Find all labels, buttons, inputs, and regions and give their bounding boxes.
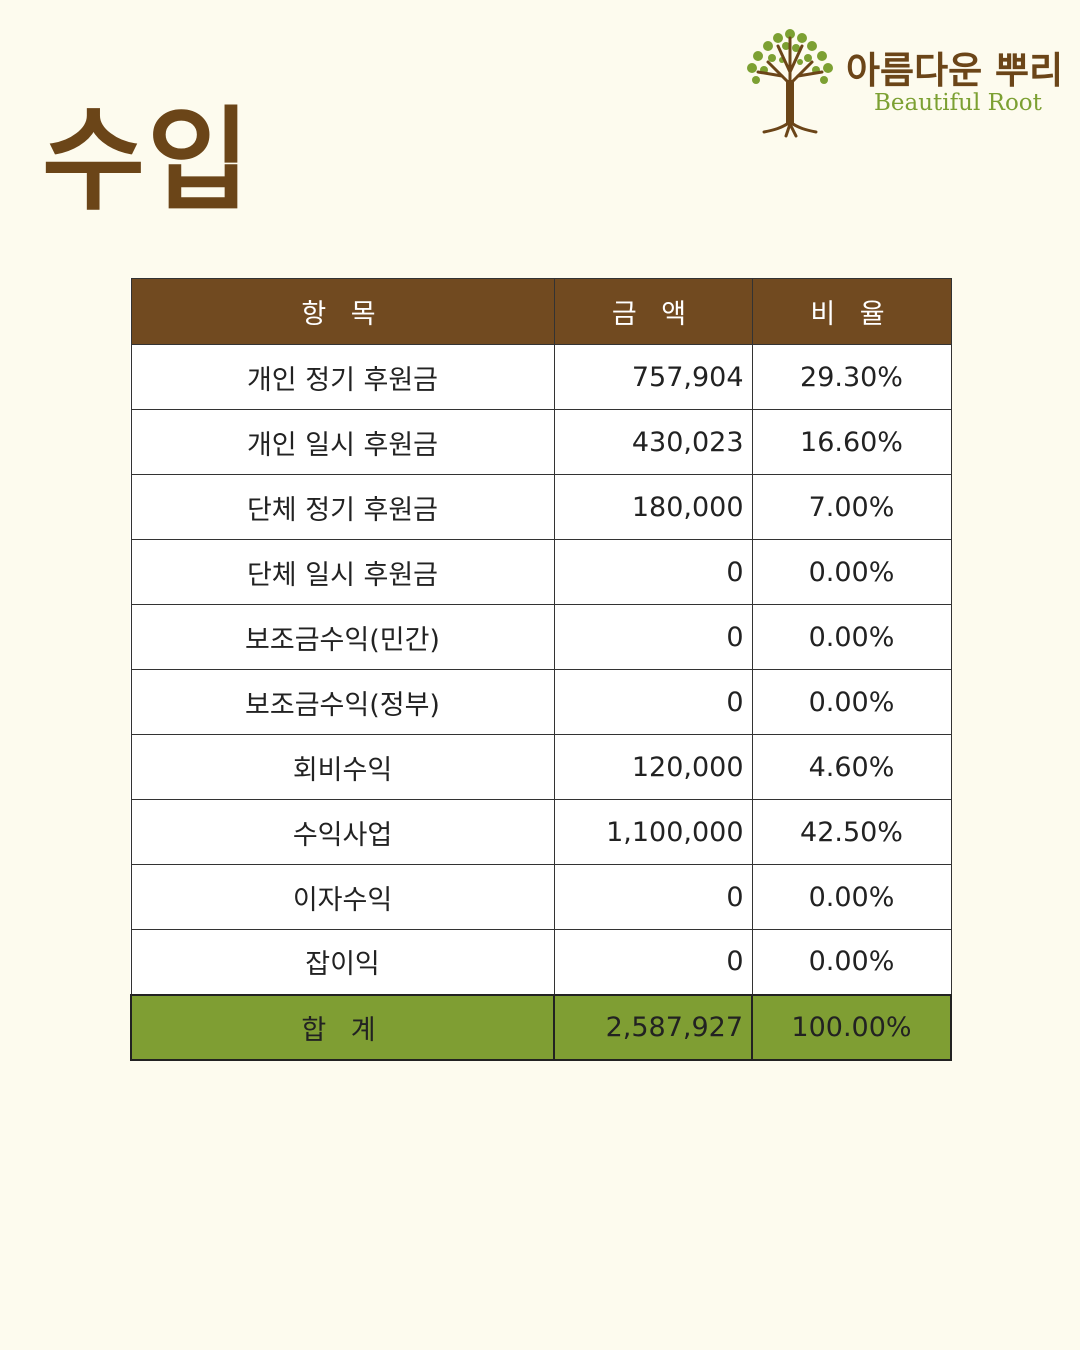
row-item: 보조금수익(정부) bbox=[130, 669, 555, 735]
total-item: 합 계 bbox=[130, 993, 555, 1061]
table-row: 수익사업 1,100,000 42.50% bbox=[130, 799, 952, 865]
table-row: 보조금수익(민간) 0 0.00% bbox=[130, 604, 952, 670]
logo: 아름다운 뿌리 Beautiful Root bbox=[706, 4, 1066, 138]
table-row: 회비수익 120,000 4.60% bbox=[130, 734, 952, 800]
row-item: 수익사업 bbox=[130, 799, 555, 865]
row-amount: 0 bbox=[553, 539, 753, 605]
row-amount: 430,023 bbox=[553, 409, 753, 475]
row-item: 회비수익 bbox=[130, 734, 555, 800]
logo-name-english: Beautiful Root bbox=[874, 90, 1042, 116]
row-ratio: 0.00% bbox=[751, 539, 952, 605]
table-row: 보조금수익(정부) 0 0.00% bbox=[130, 669, 952, 735]
header-amount: 금 액 bbox=[553, 278, 753, 345]
table-row: 개인 정기 후원금 757,904 29.30% bbox=[130, 344, 952, 410]
table-row: 이자수익 0 0.00% bbox=[130, 864, 952, 930]
table-row: 잡이익 0 0.00% bbox=[130, 929, 952, 995]
total-amount: 2,587,927 bbox=[553, 993, 753, 1061]
row-amount: 180,000 bbox=[553, 474, 753, 540]
row-ratio: 0.00% bbox=[751, 669, 952, 735]
table-row: 단체 정기 후원금 180,000 7.00% bbox=[130, 474, 952, 540]
row-ratio: 0.00% bbox=[751, 929, 952, 995]
row-amount: 120,000 bbox=[553, 734, 753, 800]
row-ratio: 29.30% bbox=[751, 344, 952, 410]
table-total-row: 합 계 2,587,927 100.00% bbox=[130, 993, 952, 1061]
table-row: 개인 일시 후원금 430,023 16.60% bbox=[130, 409, 952, 475]
table-row: 단체 일시 후원금 0 0.00% bbox=[130, 539, 952, 605]
income-table: 항 목 금 액 비 율 개인 정기 후원금 757,904 29.30% 개인 … bbox=[130, 278, 952, 1061]
total-ratio: 100.00% bbox=[751, 993, 952, 1061]
row-amount: 0 bbox=[553, 929, 753, 995]
row-ratio: 4.60% bbox=[751, 734, 952, 800]
row-amount: 0 bbox=[553, 604, 753, 670]
row-item: 잡이익 bbox=[130, 929, 555, 995]
row-amount: 757,904 bbox=[553, 344, 753, 410]
row-item: 개인 정기 후원금 bbox=[130, 344, 555, 410]
row-ratio: 42.50% bbox=[751, 799, 952, 865]
row-ratio: 0.00% bbox=[751, 604, 952, 670]
row-ratio: 7.00% bbox=[751, 474, 952, 540]
logo-name-korean: 아름다운 뿌리 bbox=[846, 48, 1064, 92]
row-ratio: 16.60% bbox=[751, 409, 952, 475]
row-item: 개인 일시 후원금 bbox=[130, 409, 555, 475]
tree-icon bbox=[747, 29, 833, 138]
header-item: 항 목 bbox=[130, 278, 555, 345]
row-amount: 1,100,000 bbox=[553, 799, 753, 865]
row-item: 보조금수익(민간) bbox=[130, 604, 555, 670]
page-title: 수입 bbox=[42, 96, 253, 226]
table-header-row: 항 목 금 액 비 율 bbox=[130, 278, 952, 345]
row-amount: 0 bbox=[553, 864, 753, 930]
row-ratio: 0.00% bbox=[751, 864, 952, 930]
row-item: 단체 정기 후원금 bbox=[130, 474, 555, 540]
row-amount: 0 bbox=[553, 669, 753, 735]
row-item: 단체 일시 후원금 bbox=[130, 539, 555, 605]
header-ratio: 비 율 bbox=[751, 278, 952, 345]
row-item: 이자수익 bbox=[130, 864, 555, 930]
